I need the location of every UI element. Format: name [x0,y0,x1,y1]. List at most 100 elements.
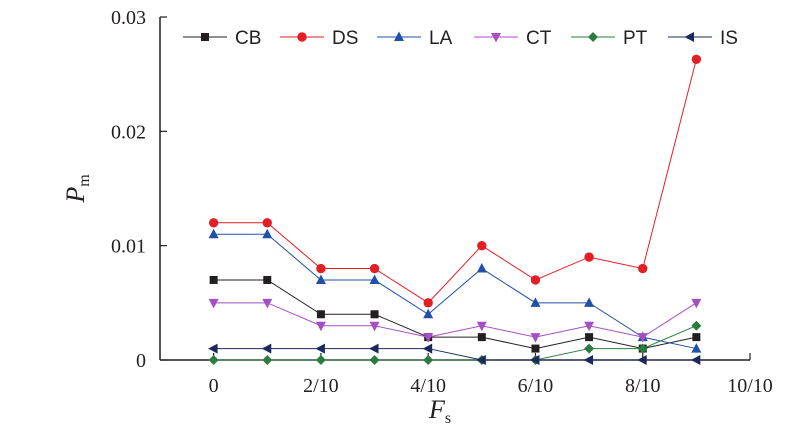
legend-label-cb: CB [235,28,261,49]
data-point-ct [208,298,219,309]
legend-marker-la [394,31,404,41]
data-point-cb [209,275,218,284]
data-point-pt [423,355,434,365]
data-point-is [369,343,379,354]
data-point-ds [423,298,433,308]
legend-item-pt: PT [571,28,648,49]
y-axis-title-main: P [61,187,90,204]
data-point-ds [530,275,541,285]
data-point-is [476,355,486,365]
x-tick-label: 4/10 [410,375,446,397]
series-line-cb [213,279,697,350]
data-point-ct [530,333,541,343]
legend-label-la: LA [429,28,453,49]
data-point-pt [315,355,326,365]
x-tick-label: 6/10 [518,375,554,397]
data-point-ds [584,252,594,262]
series-cb [209,275,701,353]
x-tick-label: 2/10 [303,375,339,397]
series-line-pt [213,325,697,361]
legend-label-ct: CT [526,28,552,49]
y-axis-title-sub: m [76,174,93,187]
data-point-ds [638,263,648,274]
data-point-cb [531,344,540,353]
data-point-ct [637,333,648,343]
x-tick-label: 0 [209,375,219,397]
legend-item-ct: CT [474,28,552,49]
data-point-cb [370,310,379,319]
data-point-ds [477,240,487,251]
legend-item-ds: DS [280,28,358,49]
legend-label-pt: PT [623,28,648,49]
data-point-ct [262,298,273,309]
data-point-cb [692,333,701,342]
data-point-ct [423,333,434,343]
x-tick-label: 8/10 [625,375,661,397]
data-point-la [530,297,541,307]
data-point-is [422,343,433,354]
data-point-is [583,355,594,365]
data-point-ct [369,321,380,332]
data-point-ct [476,321,487,332]
series-ds [208,54,702,308]
data-point-ds [316,263,326,274]
legend-label-is: IS [720,28,738,49]
y-axis-title: Pm [61,174,93,204]
legend-label-ds: DS [332,28,358,49]
legend-marker-ct [491,33,501,43]
data-point-is [637,355,647,365]
y-tick-label: 0.02 [111,121,146,143]
data-point-cb [585,333,594,342]
data-point-is [690,355,701,365]
data-point-is [208,343,218,354]
legend-marker-ds [297,32,307,42]
legend-item-la: LA [377,28,453,49]
x-axis-title-sub: s [445,410,451,427]
legend-marker-is [684,32,694,42]
data-point-is [261,343,272,354]
data-point-pt [584,343,595,354]
data-point-ds [369,263,380,274]
x-axis-title-main: F [428,395,446,424]
axes: 0 0.01 0.02 0.03 0 2/10 4/10 6/10 8/10 10/10 [111,7,773,397]
data-point-ct [584,321,595,332]
data-point-pt [637,343,648,354]
data-point-la [315,274,326,284]
data-point-la [369,274,380,284]
data-point-is [529,355,540,365]
legend-item-cb: CB [183,28,261,49]
data-point-pt [262,355,273,365]
data-point-cb [477,333,486,342]
data-point-ct [691,298,702,309]
data-point-la [691,343,702,353]
series-line-is [213,348,697,361]
x-tick-label: 10/10 [727,375,773,397]
data-point-la [262,228,273,239]
data-point-pt [208,355,219,365]
data-point-ct [315,321,326,332]
legend-item-is: IS [668,28,738,49]
series-layer [208,54,702,365]
data-point-la [476,263,487,273]
data-point-pt [369,355,380,365]
legend-marker-cb [201,33,209,41]
y-tick-label: 0.03 [111,7,146,29]
y-tick-label: 0 [136,350,146,372]
data-point-la [423,308,434,319]
y-tick-label: 0.01 [111,236,146,258]
series-ct [208,298,702,343]
series-line-ds [213,59,697,304]
data-point-la [208,228,219,239]
data-point-ds [208,218,219,228]
data-point-is [315,343,325,354]
x-axis-title: Fs [428,395,451,427]
data-point-cb [263,275,272,284]
series-line-ct [213,302,697,338]
series-line-la [213,233,697,350]
data-point-ds [262,218,272,228]
data-point-pt [691,320,702,331]
data-point-ds [691,54,702,65]
data-point-la [584,297,595,307]
series-is [208,343,701,365]
